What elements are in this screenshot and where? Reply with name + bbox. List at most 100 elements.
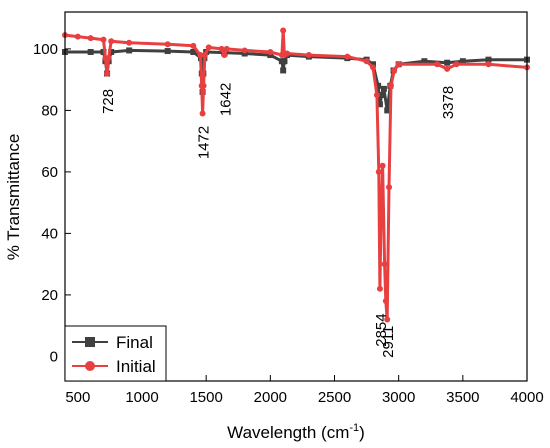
data-point-initial	[126, 39, 133, 46]
data-point-initial	[197, 52, 204, 59]
legend-label-initial: Initial	[116, 357, 156, 376]
peak-label-1472: 1472	[196, 126, 213, 159]
data-point-initial	[74, 33, 81, 40]
y-tick-label: 20	[41, 287, 58, 304]
data-point-final	[444, 59, 451, 66]
data-point-initial	[387, 82, 394, 89]
x-tick-label: 3000	[382, 389, 415, 406]
series-line-final	[65, 48, 527, 112]
data-point-initial	[434, 61, 441, 68]
data-point-initial	[205, 44, 212, 51]
data-point-final	[281, 58, 288, 65]
data-point-final	[164, 48, 171, 55]
data-point-initial	[444, 65, 451, 72]
plot-frame	[64, 11, 528, 382]
data-point-initial	[485, 61, 492, 68]
y-tick-label: 100	[33, 41, 58, 58]
data-point-initial	[382, 298, 389, 305]
data-point-initial	[344, 53, 351, 60]
data-point-initial	[100, 36, 107, 43]
data-point-initial	[386, 184, 393, 191]
data-point-final	[376, 101, 383, 108]
data-point-initial	[370, 64, 376, 71]
data-point-initial	[453, 61, 460, 68]
y-tick-label: 0	[50, 348, 58, 365]
peak-label-2854: 2854	[373, 313, 390, 346]
data-point-initial	[284, 50, 291, 57]
x-axis-label: Wavelength (cm-1)	[227, 422, 365, 442]
data-point-initial	[241, 47, 248, 54]
data-point-final	[126, 47, 133, 54]
legend-marker-final	[85, 337, 95, 347]
data-point-final	[267, 52, 274, 59]
data-point-final	[370, 61, 376, 68]
x-tick-label: 1500	[189, 389, 222, 406]
data-point-initial	[87, 35, 94, 42]
data-point-initial	[373, 92, 380, 99]
data-point-initial	[201, 52, 208, 59]
series-layer	[62, 27, 530, 323]
data-point-final	[459, 58, 466, 65]
series-initial	[62, 27, 530, 323]
data-point-final	[241, 50, 248, 57]
data-point-final	[378, 92, 385, 99]
data-point-initial	[381, 261, 388, 268]
data-point-initial	[108, 38, 115, 45]
legend-box	[64, 325, 167, 382]
legend: Final Initial	[64, 325, 167, 382]
series-final	[62, 47, 530, 114]
data-point-initial	[199, 110, 206, 117]
data-point-initial	[218, 45, 225, 52]
data-point-final	[421, 58, 428, 65]
data-point-initial	[379, 162, 386, 169]
data-point-initial	[375, 168, 382, 175]
data-point-initial	[384, 316, 391, 323]
data-point-initial	[376, 285, 383, 292]
data-point-initial	[395, 61, 402, 68]
x-tick-label: 3500	[446, 389, 479, 406]
data-point-initial	[104, 70, 111, 77]
x-axis-ticks: 500 1000 1500 2000 2500 3000 3500 4000	[65, 375, 544, 406]
data-point-initial	[305, 52, 312, 59]
y-axis-label: % Transmittance	[4, 134, 23, 261]
legend-marker-initial	[85, 361, 95, 371]
x-axis-label-main: Wavelength (cm	[227, 423, 349, 442]
data-point-initial	[391, 67, 398, 74]
data-point-initial	[105, 55, 112, 62]
data-point-final	[485, 56, 492, 63]
data-point-final	[384, 107, 391, 114]
x-tick-label: 500	[65, 389, 90, 406]
y-tick-label: 40	[41, 225, 58, 242]
y-axis-ticks: 0 20 40 60 80 100	[33, 41, 71, 365]
peak-label-3378: 3378	[440, 86, 457, 119]
y-tick-label: 60	[41, 164, 58, 181]
data-point-initial	[200, 82, 207, 89]
x-axis-label-close: )	[359, 423, 365, 442]
data-point-initial	[164, 41, 171, 48]
peak-label-1642: 1642	[217, 83, 234, 116]
data-point-initial	[190, 42, 197, 49]
data-point-initial	[377, 215, 384, 222]
data-point-final	[380, 85, 387, 92]
x-axis-label-superscript: -1	[349, 422, 359, 434]
peak-label-2911: 2911	[380, 326, 397, 358]
y-tick-label: 80	[41, 102, 58, 119]
data-point-final	[87, 48, 94, 55]
x-tick-label: 1000	[125, 389, 158, 406]
data-point-final	[190, 48, 197, 55]
data-point-initial	[363, 58, 370, 65]
data-point-final	[280, 67, 287, 74]
data-point-initial	[221, 52, 228, 59]
peak-label-728: 728	[100, 89, 117, 114]
x-tick-label: 2500	[318, 389, 351, 406]
data-point-final	[375, 82, 382, 89]
data-point-final	[108, 48, 115, 55]
x-tick-label: 2000	[254, 389, 287, 406]
series-line-initial	[64, 28, 528, 321]
data-point-initial	[280, 27, 287, 34]
x-tick-label: 4000	[510, 389, 543, 406]
data-point-initial	[223, 45, 230, 52]
data-point-initial	[267, 48, 274, 55]
